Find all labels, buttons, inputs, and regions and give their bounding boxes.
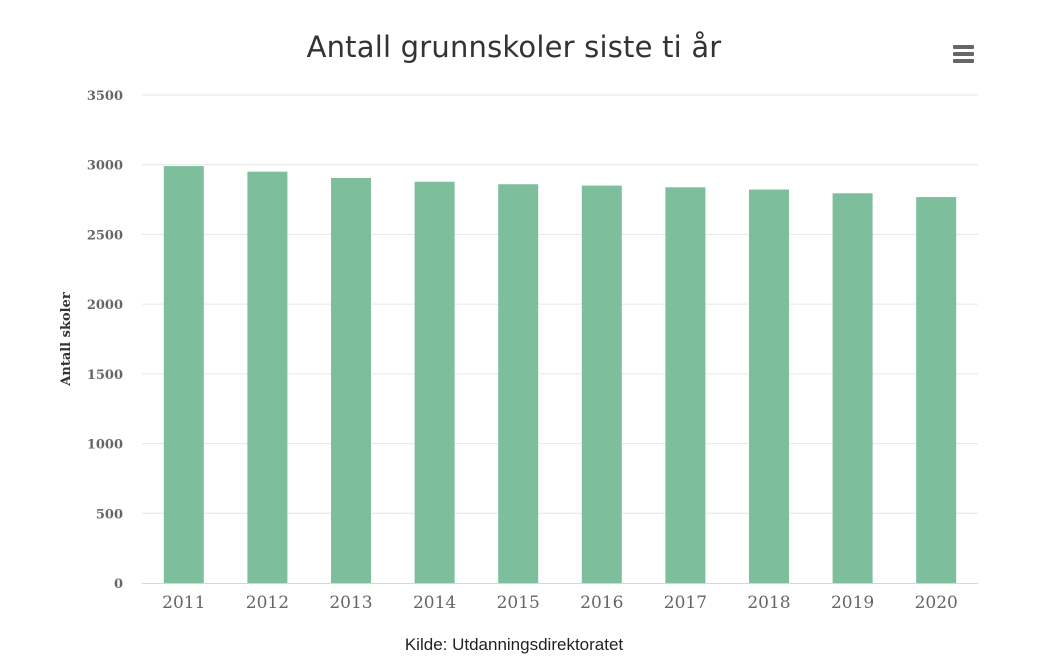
x-tick-label: 2017 (664, 593, 707, 613)
y-tick-label: 3500 (87, 89, 123, 104)
x-tick-label: 2011 (162, 593, 205, 613)
bar-2013[interactable] (331, 177, 371, 583)
chart-source-credit: Kilde: Utdanningsdirektoratet (404, 635, 624, 654)
hamburger-menu-icon (953, 52, 974, 56)
y-axis-label: Antall skoler (59, 292, 74, 387)
x-tick-label: 2019 (831, 593, 874, 613)
x-tick-label: 2016 (580, 593, 623, 613)
y-tick-label: 0 (114, 577, 123, 592)
bar-2018[interactable] (749, 189, 789, 583)
y-tick-label: 2500 (87, 228, 123, 243)
bar-2011[interactable] (163, 166, 204, 583)
y-tick-label: 1000 (87, 438, 123, 453)
chart-title: Antall grunnskoler siste ti år (306, 30, 722, 64)
bars (163, 166, 957, 584)
y-tick-label: 500 (96, 507, 123, 522)
x-tick-label: 2015 (497, 593, 540, 613)
bar-2017[interactable] (665, 187, 706, 584)
bar-2015[interactable] (498, 184, 539, 583)
y-tick-label: 1500 (87, 368, 123, 383)
bar-2012[interactable] (247, 171, 288, 583)
x-axis-ticks: 2011 2012 2013 2014 2015 2016 2017 2018 2019 2020 (162, 593, 958, 613)
y-tick-label: 3000 (87, 159, 123, 174)
x-tick-label: 2012 (246, 593, 289, 613)
x-tick-label: 2018 (747, 593, 790, 613)
y-axis-ticks: 0 500 1000 1500 2000 2500 3000 3500 (87, 89, 123, 592)
y-tick-label: 2000 (87, 298, 123, 313)
x-tick-label: 2014 (413, 593, 456, 613)
chart-menu-button[interactable] (948, 42, 978, 68)
x-tick-label: 2020 (915, 593, 958, 613)
bar-2020[interactable] (916, 197, 957, 584)
bar-2019[interactable] (832, 193, 873, 583)
bar-2016[interactable] (581, 185, 622, 583)
hamburger-menu-icon (953, 45, 974, 49)
x-tick-label: 2013 (329, 593, 372, 613)
bar-2014[interactable] (414, 181, 455, 583)
hamburger-menu-icon (953, 59, 974, 63)
